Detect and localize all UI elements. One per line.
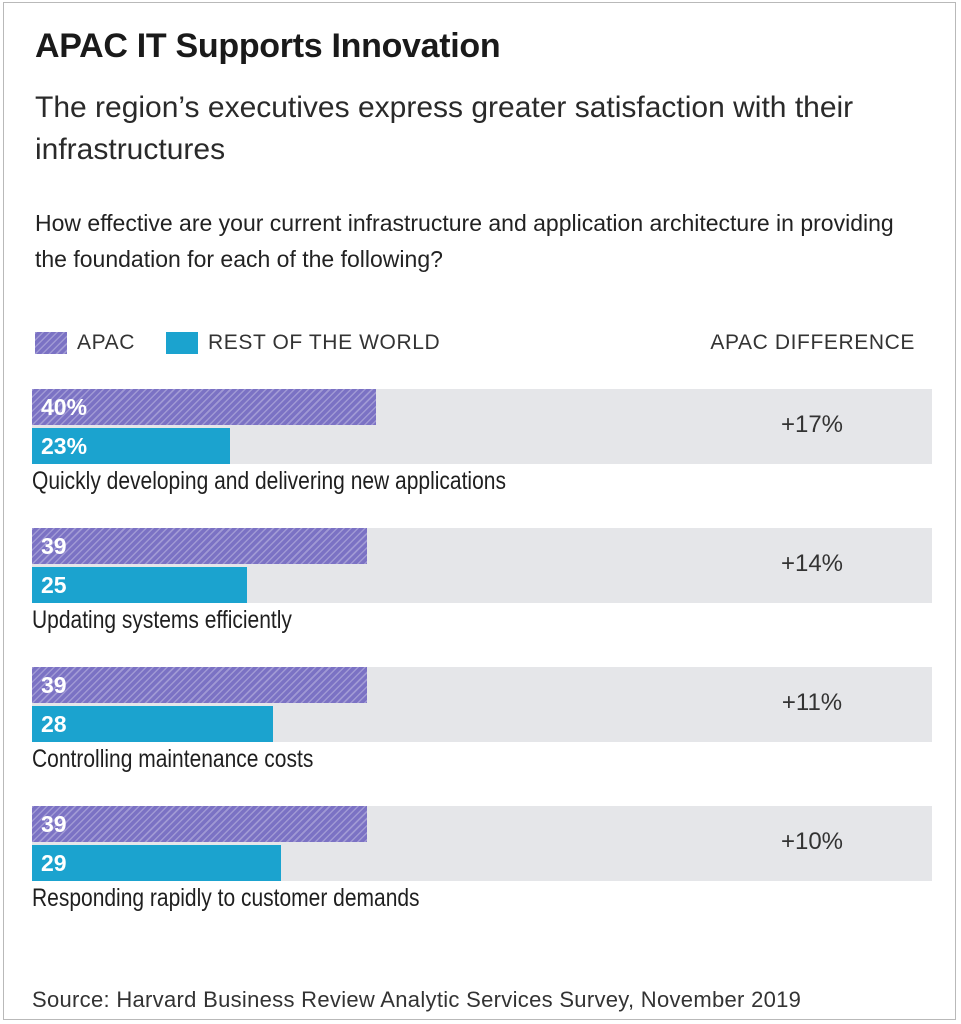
- bar-rest-of-world: 28: [32, 706, 273, 742]
- legend-item-apac: APAC: [35, 331, 135, 355]
- source-note: Source: Harvard Business Review Analytic…: [32, 987, 802, 1012]
- apac-difference-label: +17%: [780, 411, 844, 438]
- bar-apac: 40%: [32, 389, 376, 425]
- bar-rest-of-world: 29: [32, 845, 282, 881]
- category-label: Updating systems efficiently: [32, 606, 292, 634]
- legend-item-rest: REST OF THE WORLD: [166, 331, 440, 355]
- chart-title: APAC IT Supports Innovation: [35, 27, 501, 65]
- apac-difference-label: +14%: [780, 550, 844, 577]
- bar-apac: 39: [32, 667, 368, 703]
- category-label: Controlling maintenance costs: [32, 745, 314, 773]
- bar-rest-of-world: 25: [32, 567, 247, 603]
- chart-legend: APAC REST OF THE WORLD APAC DIFFERENCE: [35, 331, 915, 361]
- legend-swatch-rest: [166, 332, 198, 354]
- chart-row: 40% 23% +17% Quickly developing and deliver…: [32, 389, 932, 519]
- legend-difference-header: APAC DIFFERENCE: [710, 331, 915, 354]
- apac-difference-label: +11%: [781, 689, 843, 716]
- survey-question: How effective are your current infrastru…: [35, 210, 894, 272]
- chart-frame: APAC IT Supports Innovation The region’s…: [3, 2, 956, 1020]
- legend-swatch-apac: [35, 332, 67, 354]
- chart-row: 39 25 +14% Updating systems efficiently: [32, 528, 932, 658]
- legend-label-apac: APAC: [77, 331, 136, 354]
- legend-label-rest: REST OF THE WORLD: [208, 331, 441, 354]
- apac-difference-label: +10%: [780, 828, 844, 855]
- category-label: Responding rapidly to customer demands: [32, 884, 420, 912]
- bar-apac: 39: [32, 806, 368, 842]
- bar-apac: 39: [32, 528, 368, 564]
- bar-rest-of-world: 23%: [32, 428, 230, 464]
- chart-subtitle: The region’s executives express greater …: [35, 91, 854, 166]
- category-label: Quickly developing and delivering new ap…: [32, 467, 506, 495]
- chart-row: 39 28 +11% Controlling maintenance costs: [32, 667, 932, 797]
- chart-row: 39 29 +10% Responding rapidly to customer d…: [32, 806, 932, 936]
